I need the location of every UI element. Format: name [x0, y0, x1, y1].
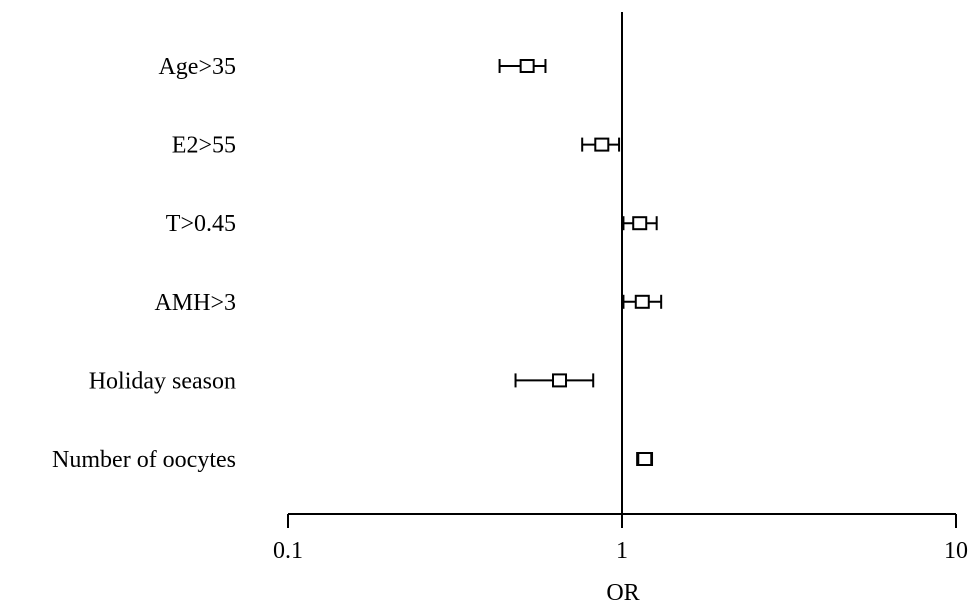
- forest-row: Number of oocytes: [52, 447, 654, 473]
- or-marker: [634, 294, 650, 309]
- forest-row: AMH>3: [154, 290, 663, 316]
- or-marker: [637, 452, 653, 466]
- x-tick-label: 0.1: [273, 538, 303, 564]
- or-marker: [519, 59, 535, 73]
- row-label: AMH>3: [154, 290, 236, 316]
- x-axis-label: OR: [606, 580, 639, 604]
- forest-row: T>0.45: [166, 211, 658, 237]
- row-label: Holiday season: [89, 368, 236, 394]
- x-tick-label: 10: [944, 538, 968, 564]
- x-tick-label: 1: [616, 538, 628, 564]
- or-marker: [594, 137, 610, 152]
- row-label: T>0.45: [166, 211, 236, 237]
- forest-row: E2>55: [172, 133, 621, 159]
- row-label: Age>35: [158, 54, 236, 80]
- row-label: Number of oocytes: [52, 447, 236, 473]
- forest-row: Holiday season: [89, 368, 595, 394]
- or-marker: [632, 216, 648, 231]
- row-label: E2>55: [172, 133, 236, 159]
- forest-row: Age>35: [158, 54, 547, 80]
- or-marker: [552, 373, 568, 388]
